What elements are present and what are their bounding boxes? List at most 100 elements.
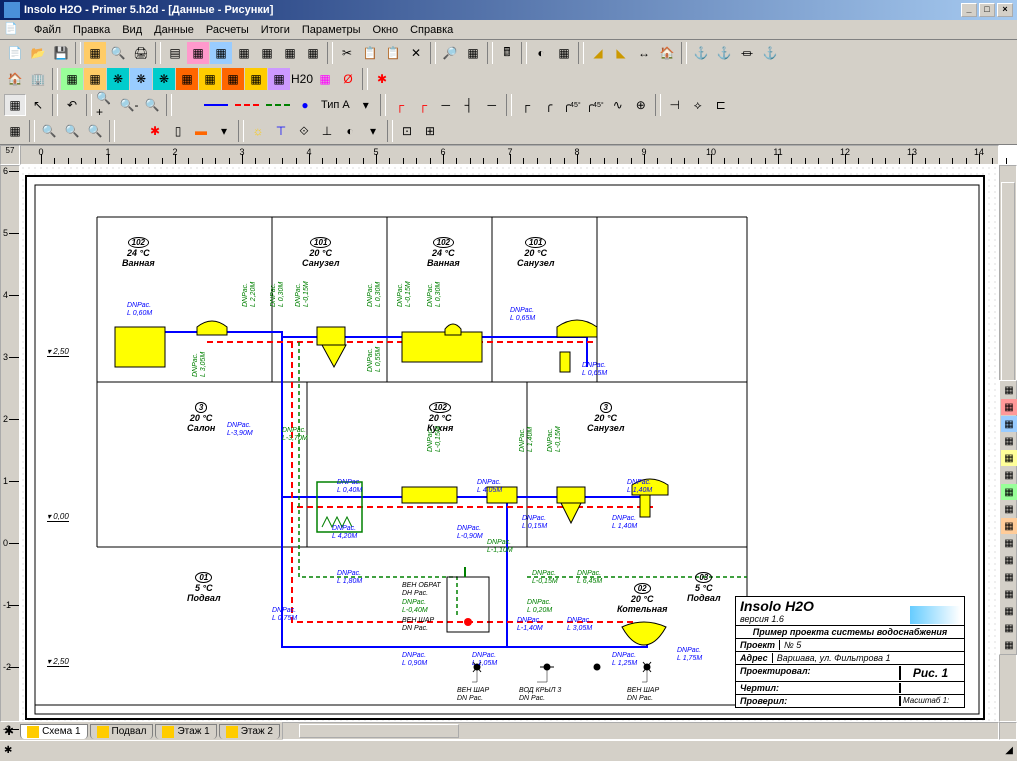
comp7-icon[interactable]: ▦ [199,68,221,90]
zoom-minus-icon[interactable]: 🔍 [61,120,83,142]
d10-icon[interactable]: ▾ [362,120,384,142]
menu-view[interactable]: Вид [116,22,148,38]
rt14-icon[interactable]: ▦ [1001,603,1017,619]
l5-icon[interactable]: ─ [481,94,503,116]
comp2-icon[interactable]: ▦ [84,68,106,90]
grid-icon[interactable]: ▦ [210,42,232,64]
menu-file[interactable]: Файл [28,22,67,38]
tool11-icon[interactable]: ◢ [587,42,609,64]
comp9-icon[interactable]: ▦ [245,68,267,90]
undo-icon[interactable]: ↶ [61,94,83,116]
b1-icon[interactable]: ▦ [4,120,26,142]
valve4-icon[interactable]: ⚓ [759,42,781,64]
tool8-icon[interactable]: ▦ [462,42,484,64]
line-solid-blue[interactable] [201,94,231,116]
rt3-icon[interactable]: ▦ [1001,416,1017,432]
rt9-icon[interactable]: ▦ [1001,518,1017,534]
menu-results[interactable]: Итоги [255,22,296,38]
menu-edit[interactable]: Правка [67,22,116,38]
valve1-icon[interactable]: ⚓ [690,42,712,64]
tool14-icon[interactable]: 🏠 [656,42,678,64]
menu-calc[interactable]: Расчеты [200,22,255,38]
d1-icon[interactable]: ✱ [144,120,166,142]
rt6-icon[interactable]: ▦ [1001,467,1017,483]
level-icon[interactable]: ▤ [164,42,186,64]
tool7-icon[interactable]: ▦ [302,42,324,64]
zoom-in-icon[interactable]: 🔍+ [95,94,117,116]
zoom-plus-icon[interactable]: 🔍 [38,120,60,142]
rt8-icon[interactable]: ▦ [1001,501,1017,517]
comp3-icon[interactable]: ❋ [107,68,129,90]
valve3-icon[interactable]: ⏛ [736,42,758,64]
type-dd-icon[interactable]: ▾ [355,94,377,116]
c1-icon[interactable]: ┌ [515,94,537,116]
preview-icon[interactable]: 🔍 [107,42,129,64]
close-button[interactable]: × [997,3,1013,17]
cut-icon[interactable]: ✂ [336,42,358,64]
c2-icon[interactable]: ╭ [538,94,560,116]
calc-icon[interactable]: 🖩 [496,42,518,64]
new-icon[interactable]: 📄 [4,42,26,64]
d9-icon[interactable]: ◐ [339,120,361,142]
tab[interactable]: Подвал [90,724,154,739]
l1-icon[interactable]: ┌ [389,94,411,116]
comp8-icon[interactable]: ▦ [222,68,244,90]
tab[interactable]: Схема 1 [20,724,87,739]
line-dash-red[interactable] [232,94,262,116]
comp12-icon[interactable]: ▦ [314,68,336,90]
d4-icon[interactable]: ▾ [213,120,235,142]
d11-icon[interactable]: ⊡ [396,120,418,142]
rt13-icon[interactable]: ▦ [1001,586,1017,602]
zoom-100-icon[interactable]: 🔍 [84,120,106,142]
paste-icon[interactable]: 📋 [382,42,404,64]
open-icon[interactable]: 📂 [27,42,49,64]
comp6-icon[interactable]: ▦ [176,68,198,90]
d8-icon[interactable]: ⊥ [316,120,338,142]
l2-icon[interactable]: ┌ [412,94,434,116]
select-icon[interactable]: ▦ [4,94,26,116]
d5-icon[interactable]: ☼ [247,120,269,142]
rt5-icon[interactable]: ▦ [1001,450,1017,466]
type-a-icon[interactable]: ● [294,94,316,116]
maximize-button[interactable]: □ [979,3,995,17]
drawing-viewport[interactable]: 10224 °CВанная10120 °CСанузел10224 °CВан… [20,165,999,722]
c5-icon[interactable]: ∿ [607,94,629,116]
layers-icon[interactable]: ▦ [187,42,209,64]
tab[interactable]: Этаж 1 [155,724,216,739]
rt2-icon[interactable]: ▦ [1001,399,1017,415]
rt12-icon[interactable]: ▦ [1001,569,1017,585]
comp5-icon[interactable]: ❋ [153,68,175,90]
rt1-icon[interactable]: ▦ [1001,382,1017,398]
print-icon[interactable]: 🖨 [130,42,152,64]
d2-icon[interactable]: ▯ [167,120,189,142]
comp14-icon[interactable]: ✱ [371,68,393,90]
c4-icon[interactable]: ╭45° [584,94,606,116]
valve2-icon[interactable]: ⚓ [713,42,735,64]
comp13-icon[interactable]: Ø [337,68,359,90]
tool13-icon[interactable]: ↔ [633,42,655,64]
zoom-out-icon[interactable]: 🔍- [118,94,140,116]
c7-icon[interactable]: ⊣ [664,94,686,116]
l4-icon[interactable]: ┤ [458,94,480,116]
comp10-icon[interactable]: ▦ [268,68,290,90]
zoom-fit-icon[interactable]: 🔍 [141,94,163,116]
c3-icon[interactable]: ╭45° [561,94,583,116]
tool9-icon[interactable]: ◐ [530,42,552,64]
rt16-icon[interactable]: ▦ [1001,637,1017,653]
rt15-icon[interactable]: ▦ [1001,620,1017,636]
home-icon[interactable]: 🏠 [4,68,26,90]
rt4-icon[interactable]: ▦ [1001,433,1017,449]
building-icon[interactable]: 🏢 [27,68,49,90]
line-dash-green[interactable] [263,94,293,116]
l3-icon[interactable]: ─ [435,94,457,116]
rt11-icon[interactable]: ▦ [1001,552,1017,568]
c9-icon[interactable]: ⊏ [710,94,732,116]
d7-icon[interactable]: ⟐ [293,120,315,142]
comp11-icon[interactable]: H20 [291,68,313,90]
menu-params[interactable]: Параметры [296,22,367,38]
pointer-icon[interactable]: ↖ [27,94,49,116]
delete-icon[interactable]: ✕ [405,42,427,64]
tool4-icon[interactable]: ▦ [233,42,255,64]
general-icon[interactable]: ▦ [84,42,106,64]
copy-icon[interactable]: 📋 [359,42,381,64]
